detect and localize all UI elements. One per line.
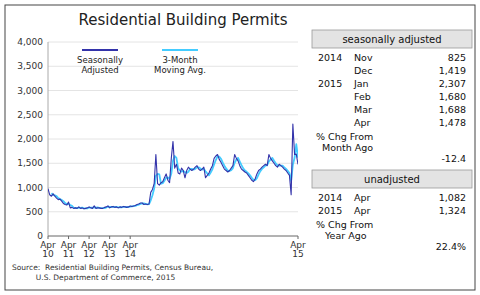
grid-line bbox=[48, 114, 298, 115]
grid-line bbox=[48, 90, 298, 91]
y-tick-label: 3,000 bbox=[17, 86, 43, 96]
x-tick-label: Apr12 bbox=[81, 240, 97, 259]
legend: SeasonallyAdjusted 3-MonthMoving Avg. bbox=[77, 50, 206, 75]
panel-change-value: 22.4% bbox=[436, 241, 466, 252]
text-line: 10 bbox=[42, 249, 54, 259]
x-tick bbox=[48, 236, 49, 239]
text-line: Source: Residential Building Permits, Ce… bbox=[12, 263, 213, 272]
panel-cell: Feb bbox=[354, 91, 371, 102]
x-tick bbox=[298, 236, 299, 239]
panel-header: seasonally adjusted bbox=[342, 34, 441, 45]
y-tick-label: 500 bbox=[26, 207, 43, 217]
panel-cell: 2015 bbox=[318, 205, 342, 216]
panel-cell: Dec bbox=[354, 65, 372, 76]
grid-line bbox=[48, 211, 298, 212]
frame bbox=[5, 5, 475, 290]
text-line: Month Ago bbox=[316, 142, 373, 153]
panel-cell: Jan bbox=[353, 78, 369, 89]
text-line: Seasonally bbox=[77, 55, 123, 65]
panel-cell: 2,307 bbox=[439, 78, 466, 89]
panel-cell: Nov bbox=[354, 52, 373, 63]
panel-cell: 2014 bbox=[318, 192, 342, 203]
series-line bbox=[51, 144, 298, 208]
grid-line bbox=[48, 139, 298, 140]
x-axis bbox=[48, 236, 298, 237]
x-tick-label: Apr14 bbox=[122, 240, 138, 259]
panel-cell: 1,324 bbox=[439, 205, 466, 216]
text-line: 14 bbox=[124, 249, 136, 259]
text-line: % Chg From bbox=[316, 219, 373, 230]
y-tick-label: 1,500 bbox=[17, 158, 43, 168]
panel-cell: 2014 bbox=[318, 52, 342, 63]
y-tick-label: 2,000 bbox=[17, 134, 43, 144]
legend-swatch bbox=[82, 49, 118, 51]
y-tick-label: 4,000 bbox=[17, 37, 43, 47]
panel-cell: 825 bbox=[448, 52, 466, 63]
panel-cell: Apr bbox=[354, 117, 371, 128]
chart: Residential Building Permits05001,0001,5… bbox=[0, 0, 480, 295]
panel-cell: 1,680 bbox=[439, 91, 466, 102]
legend-label: 3-MonthMoving Avg. bbox=[154, 55, 206, 75]
x-tick-label: Apr15 bbox=[290, 240, 306, 259]
panel-cell: 1,082 bbox=[439, 192, 466, 203]
y-tick-label: 1,000 bbox=[17, 183, 43, 193]
info-panel: seasonally adjusted2014Nov825Dec1,419201… bbox=[312, 30, 472, 252]
y-tick-label: 3,500 bbox=[17, 61, 43, 71]
x-tick-label: Apr10 bbox=[40, 240, 56, 259]
x-tick bbox=[109, 236, 110, 239]
text-line: 11 bbox=[63, 249, 74, 259]
x-tick bbox=[89, 236, 90, 239]
grid-line bbox=[48, 42, 298, 43]
title: Residential Building Permits bbox=[78, 11, 287, 29]
text-line: Moving Avg. bbox=[154, 65, 206, 75]
x-tick-label: Apr11 bbox=[61, 240, 77, 259]
x-tick bbox=[130, 236, 131, 239]
text-line: U.S. Department of Commerce, 2015 bbox=[12, 273, 175, 282]
y-axis bbox=[48, 42, 49, 236]
legend-label: SeasonallyAdjusted bbox=[77, 55, 123, 75]
panel-change-value: -12.4 bbox=[441, 153, 466, 164]
grid-line bbox=[48, 187, 298, 188]
text-line: 3-Month bbox=[162, 55, 197, 65]
text-line: Year Ago bbox=[316, 230, 367, 241]
text-line: 13 bbox=[104, 249, 115, 259]
x-tick bbox=[68, 236, 69, 239]
panel-header-box bbox=[312, 170, 472, 188]
source-note: Source: Residential Building Permits, Ce… bbox=[12, 263, 213, 282]
panel-change-label: % Chg From Month Ago bbox=[316, 131, 373, 153]
panel-cell: 1,688 bbox=[439, 104, 466, 115]
panel-cell: Apr bbox=[354, 192, 371, 203]
data-layer bbox=[48, 124, 298, 209]
panel-cell: Mar bbox=[354, 104, 372, 115]
panel-header: unadjusted bbox=[364, 174, 420, 185]
text-line: % Chg From bbox=[316, 131, 373, 142]
panel-cell: 2015 bbox=[318, 78, 342, 89]
text-line: 12 bbox=[83, 249, 94, 259]
panel-cell: 1,419 bbox=[439, 65, 466, 76]
axes: 05001,0001,5002,0002,5003,0003,5004,000A… bbox=[17, 37, 306, 259]
y-tick-label: 2,500 bbox=[17, 110, 43, 120]
x-tick-label: Apr13 bbox=[102, 240, 118, 259]
text-line: Adjusted bbox=[81, 65, 118, 75]
series-line bbox=[48, 124, 298, 209]
panel-cell: 1,478 bbox=[439, 117, 466, 128]
legend-swatch bbox=[162, 49, 198, 51]
panel-cell: Apr bbox=[354, 205, 371, 216]
panel-header-box bbox=[312, 30, 472, 48]
panel-change-label: % Chg From Year Ago bbox=[316, 219, 373, 241]
text-line: 15 bbox=[292, 249, 303, 259]
